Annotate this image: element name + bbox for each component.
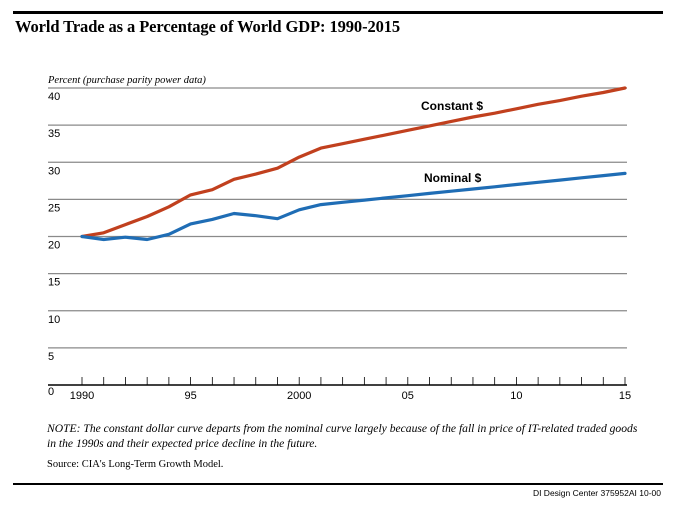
y-tick-label-0: 0	[48, 386, 54, 398]
y-tick-label-10: 10	[48, 314, 60, 326]
bottom-rule	[13, 483, 663, 485]
x-tick-label-1990: 1990	[70, 390, 94, 402]
chart-note: NOTE: The constant dollar curve departs …	[47, 422, 638, 450]
series-line-nominal	[80, 171, 627, 242]
source-text: Source: CIA's Long-Term Growth Model.	[47, 459, 224, 470]
top-rule	[13, 11, 663, 14]
x-tick-label-2005: 05	[402, 390, 414, 402]
y-tick-label-35: 35	[48, 128, 60, 140]
y-axis-label: Percent (purchase parity power data)	[47, 75, 206, 86]
y-tick-label-5: 5	[48, 351, 54, 363]
credit-text: DI Design Center 375952AI 10-00	[532, 488, 661, 498]
series-label-constant: Constant $	[421, 99, 483, 113]
x-axis: 1990 95 2000 05 10 15	[48, 377, 631, 402]
y-tick-label-15: 15	[48, 277, 60, 289]
chart-title: World Trade as a Percentage of World GDP…	[15, 17, 401, 36]
y-tick-label-30: 30	[48, 165, 60, 177]
x-tick-label-2000: 2000	[287, 390, 311, 402]
series-lines	[80, 86, 627, 242]
series-label-nominal: Nominal $	[424, 171, 482, 185]
y-tick-label-20: 20	[48, 240, 60, 252]
x-tick-label-2010: 10	[510, 390, 522, 402]
gridlines: 0 5 10 15 20 25 30 35 40	[48, 87, 627, 398]
y-tick-label-25: 25	[48, 202, 60, 214]
y-tick-label-40: 40	[48, 91, 60, 103]
x-tick-label-1995: 95	[184, 390, 196, 402]
series-line-constant	[80, 86, 627, 239]
x-tick-label-2015: 15	[619, 390, 631, 402]
